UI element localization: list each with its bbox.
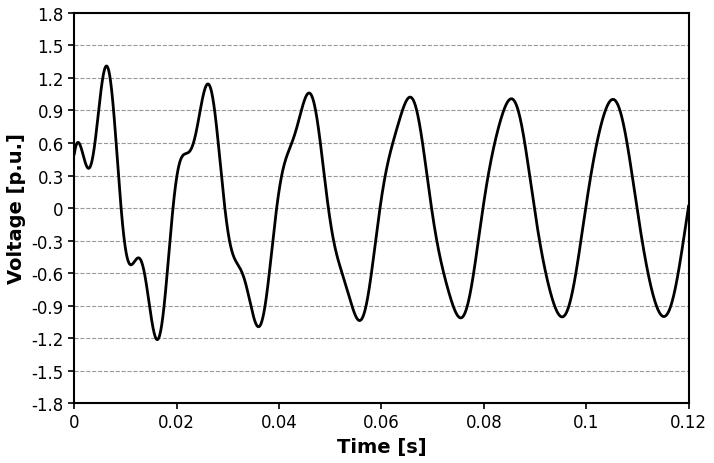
X-axis label: Time [s]: Time [s] <box>336 437 426 456</box>
Y-axis label: Voltage [p.u.]: Voltage [p.u.] <box>7 133 26 284</box>
